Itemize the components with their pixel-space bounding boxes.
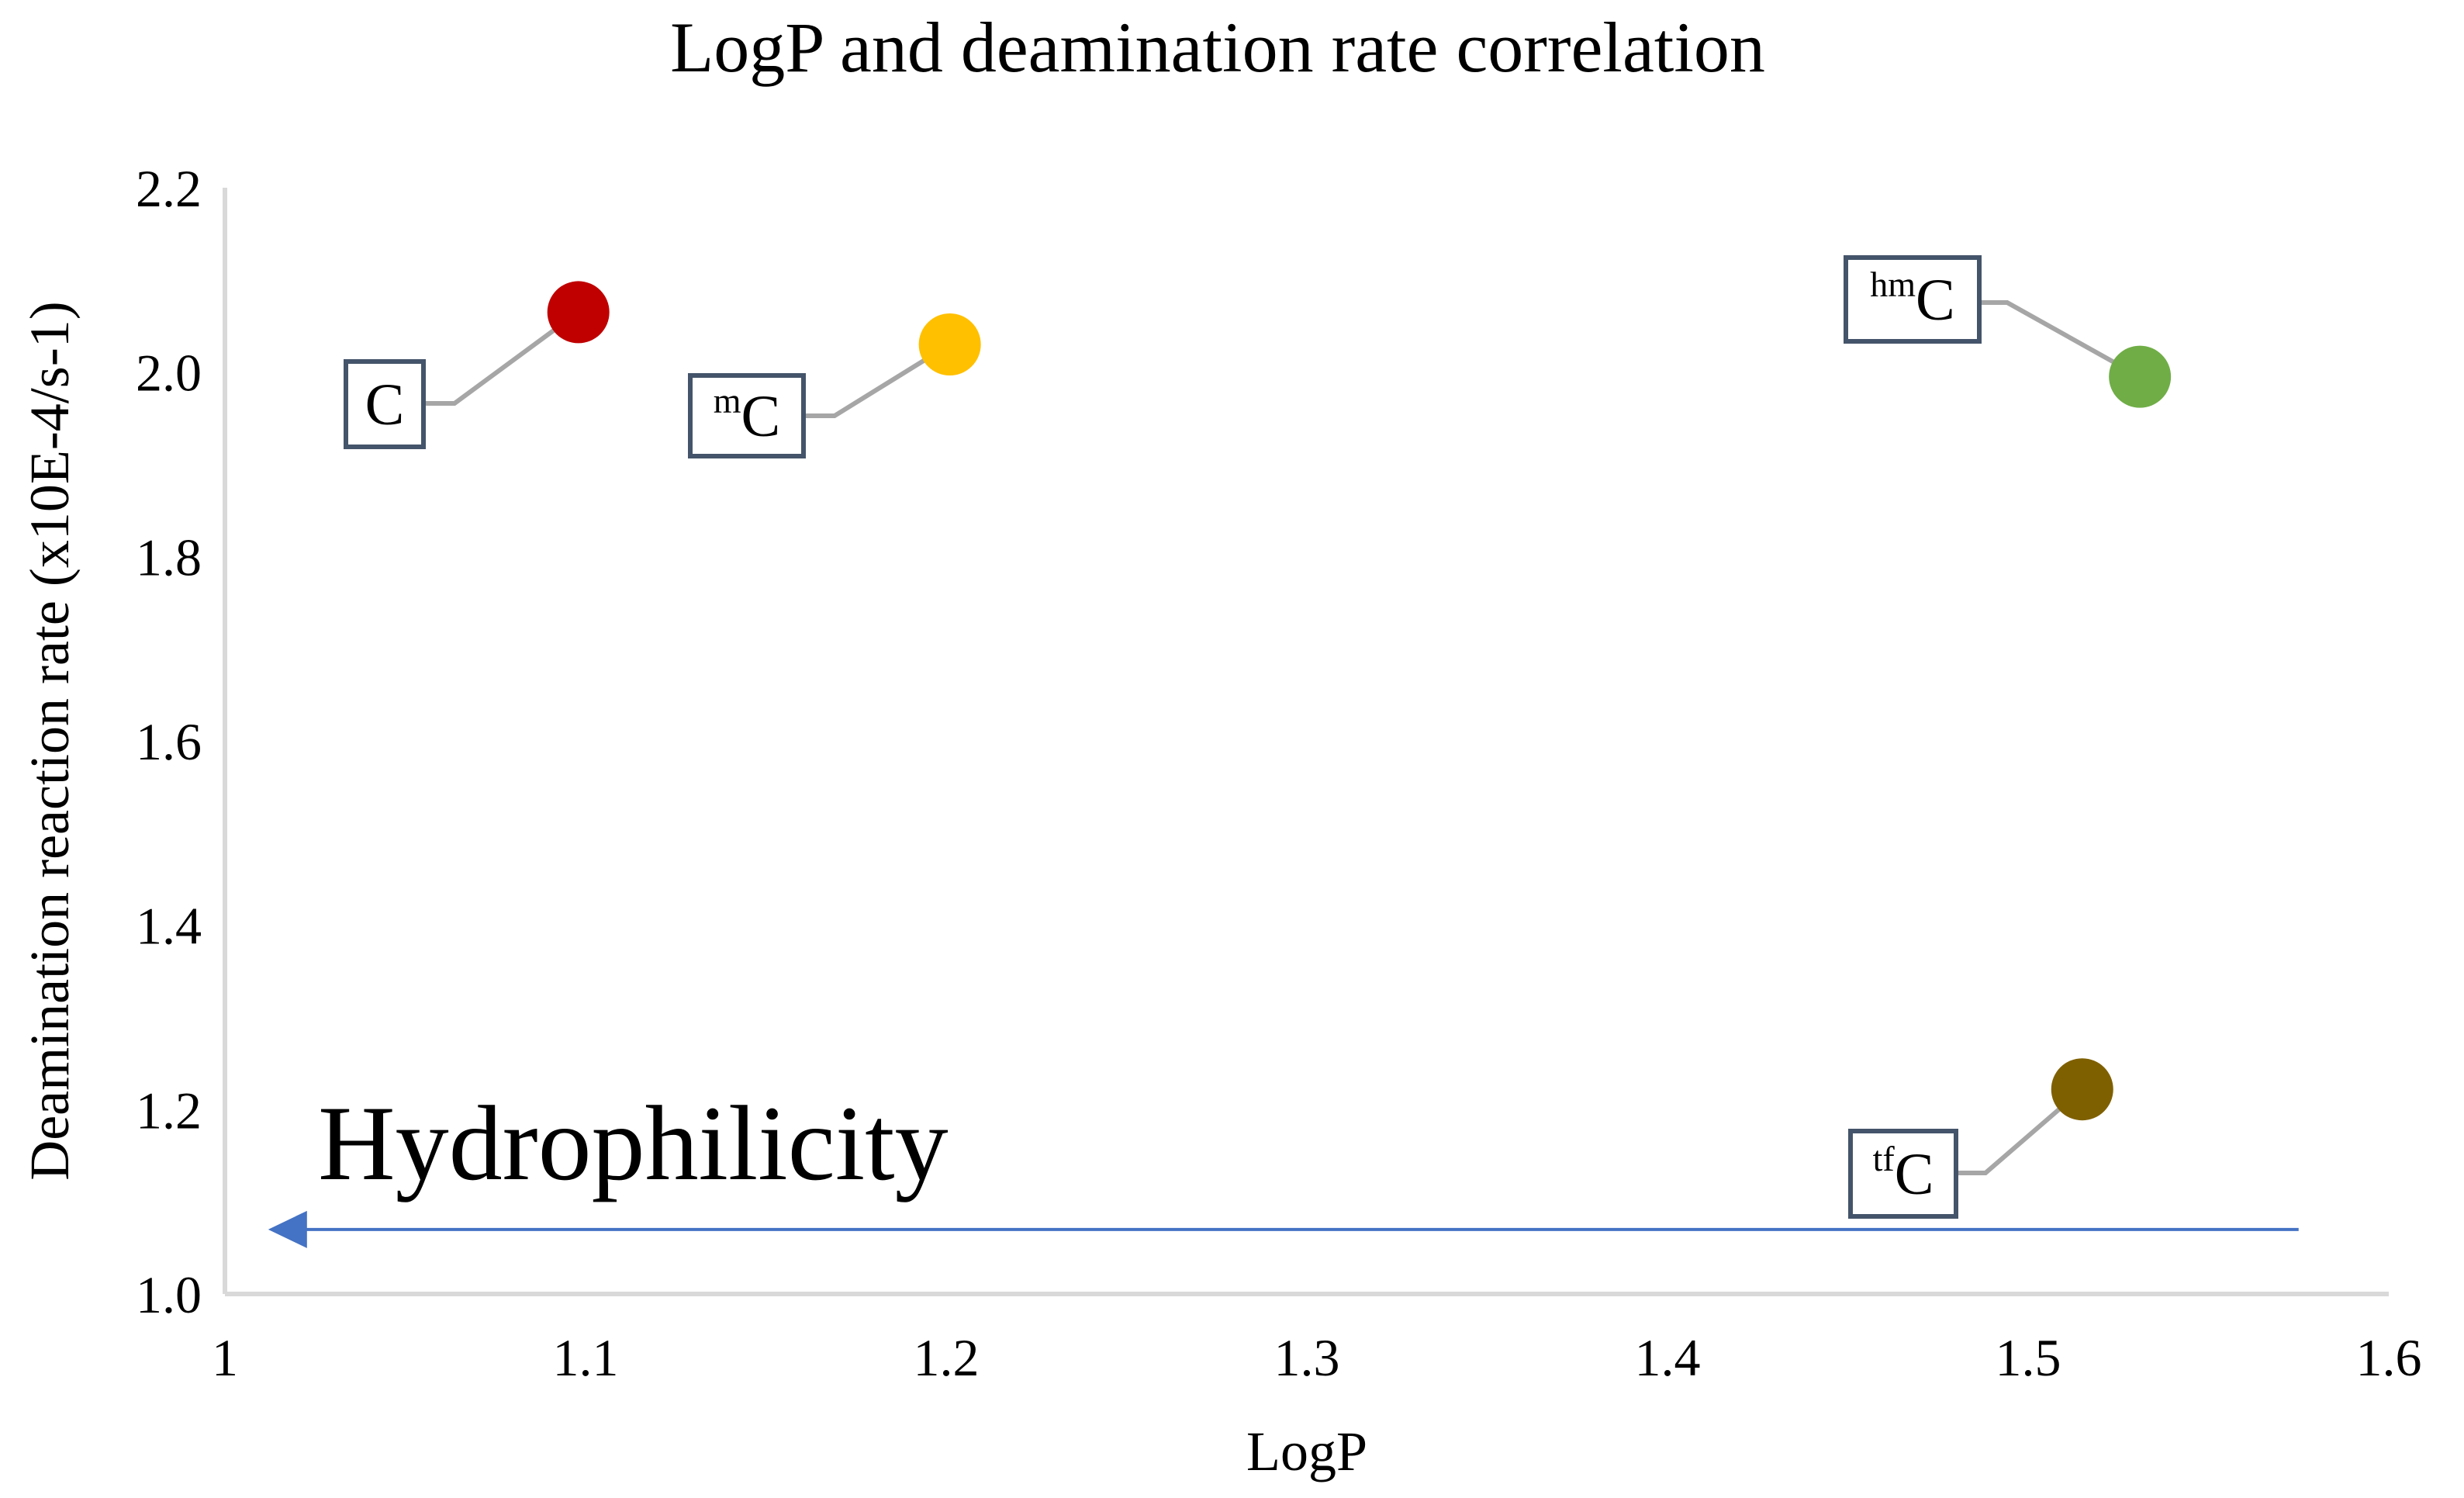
x-tick-labels: 1 1.1 1.2 1.3 1.4 1.5 1.6: [212, 1328, 2422, 1387]
x-axis-title: LogP: [1246, 1420, 1367, 1482]
hydrophilicity-label: Hydrophilicity: [318, 1084, 949, 1202]
y-tick-label: 2.2: [136, 159, 202, 218]
data-point-mC: mC: [688, 313, 981, 458]
y-tick-label: 2.0: [136, 344, 202, 403]
label-prefix: tf: [1873, 1139, 1896, 1178]
label-box: [688, 373, 806, 458]
x-tick-label: 1.4: [1635, 1328, 1701, 1387]
y-tick-label: 1.8: [136, 528, 202, 586]
marker-C: [547, 281, 610, 344]
leader-line: [803, 342, 952, 418]
data-point-C: C: [344, 281, 610, 449]
marker-hmC: [2109, 345, 2172, 408]
label-box: [1848, 1129, 1958, 1219]
x-tick-label: 1.5: [1996, 1328, 2061, 1387]
label-base: C: [1895, 1142, 1934, 1207]
y-axis-title: Deamination reaction rate (x10E-4/s-1): [19, 301, 81, 1181]
leader-line: [1956, 1087, 2084, 1175]
marker-mC: [918, 313, 981, 376]
marker-tfC: [2051, 1058, 2113, 1121]
point-label: hmC: [1870, 265, 1954, 333]
point-label: C: [365, 372, 405, 438]
leader-line: [1979, 300, 2141, 379]
x-tick-label: 1.6: [2356, 1328, 2422, 1387]
y-tick-labels: 1.0 1.2 1.4 1.6 1.8 2.0 2.2: [136, 159, 202, 1324]
y-tick-label: 1.6: [136, 712, 202, 771]
x-tick-label: 1: [212, 1328, 238, 1387]
x-tick-label: 1.3: [1274, 1328, 1340, 1387]
data-point-hmC: hmC: [1844, 255, 2172, 408]
x-tick-label: 1.1: [553, 1328, 619, 1387]
x-tick-label: 1.2: [914, 1328, 980, 1387]
label-box: [1844, 255, 1982, 344]
label-prefix: m: [714, 381, 741, 420]
y-tick-label: 1.2: [136, 1081, 202, 1140]
label-prefix: hm: [1870, 265, 1916, 304]
y-tick-label: 1.4: [136, 897, 202, 956]
label-base: C: [1916, 268, 1955, 333]
hydrophilicity-arrow-head: [268, 1210, 307, 1248]
point-label: tfC: [1873, 1139, 1934, 1207]
y-tick-label: 1.0: [136, 1265, 202, 1324]
label-box: [344, 359, 426, 449]
hydrophilicity-annotation: Hydrophilicity: [268, 1084, 2299, 1248]
chart-title: LogP and deamination rate correlation: [670, 8, 1765, 87]
point-label: mC: [714, 381, 780, 449]
data-point-tfC: tfC: [1848, 1058, 2113, 1219]
leader-line: [423, 310, 580, 406]
label-base: C: [741, 384, 781, 449]
